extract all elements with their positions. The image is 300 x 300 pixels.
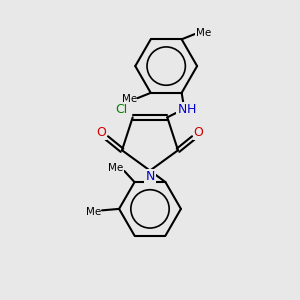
Text: Me: Me xyxy=(85,207,101,217)
Text: O: O xyxy=(96,126,106,139)
Text: Me: Me xyxy=(122,94,137,104)
Text: N: N xyxy=(177,103,187,116)
Text: Cl: Cl xyxy=(116,103,128,116)
Text: O: O xyxy=(194,126,204,139)
Text: Me: Me xyxy=(108,163,124,173)
Text: Me: Me xyxy=(196,28,211,38)
Text: H: H xyxy=(187,103,196,116)
Text: N: N xyxy=(145,170,155,183)
